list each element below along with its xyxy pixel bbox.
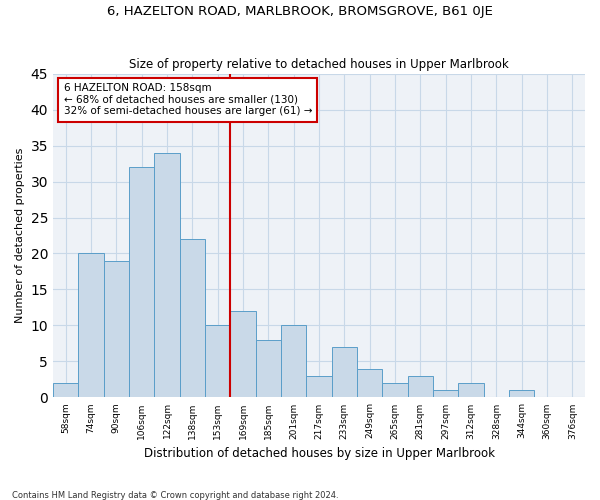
- Bar: [230, 311, 256, 398]
- Bar: [179, 239, 205, 398]
- Bar: [154, 152, 179, 398]
- Bar: [281, 326, 307, 398]
- Bar: [332, 347, 357, 398]
- Bar: [458, 383, 484, 398]
- Bar: [79, 254, 104, 398]
- Text: 6 HAZELTON ROAD: 158sqm
← 68% of detached houses are smaller (130)
32% of semi-d: 6 HAZELTON ROAD: 158sqm ← 68% of detache…: [64, 84, 312, 116]
- Bar: [382, 383, 407, 398]
- Y-axis label: Number of detached properties: Number of detached properties: [15, 148, 25, 323]
- Text: 6, HAZELTON ROAD, MARLBROOK, BROMSGROVE, B61 0JE: 6, HAZELTON ROAD, MARLBROOK, BROMSGROVE,…: [107, 5, 493, 18]
- Bar: [307, 376, 332, 398]
- Text: Contains HM Land Registry data © Crown copyright and database right 2024.: Contains HM Land Registry data © Crown c…: [12, 490, 338, 500]
- Bar: [129, 167, 154, 398]
- Bar: [357, 368, 382, 398]
- Bar: [407, 376, 433, 398]
- Bar: [205, 326, 230, 398]
- Bar: [53, 383, 79, 398]
- X-axis label: Distribution of detached houses by size in Upper Marlbrook: Distribution of detached houses by size …: [143, 447, 494, 460]
- Bar: [104, 260, 129, 398]
- Bar: [433, 390, 458, 398]
- Bar: [509, 390, 535, 398]
- Title: Size of property relative to detached houses in Upper Marlbrook: Size of property relative to detached ho…: [129, 58, 509, 71]
- Bar: [256, 340, 281, 398]
